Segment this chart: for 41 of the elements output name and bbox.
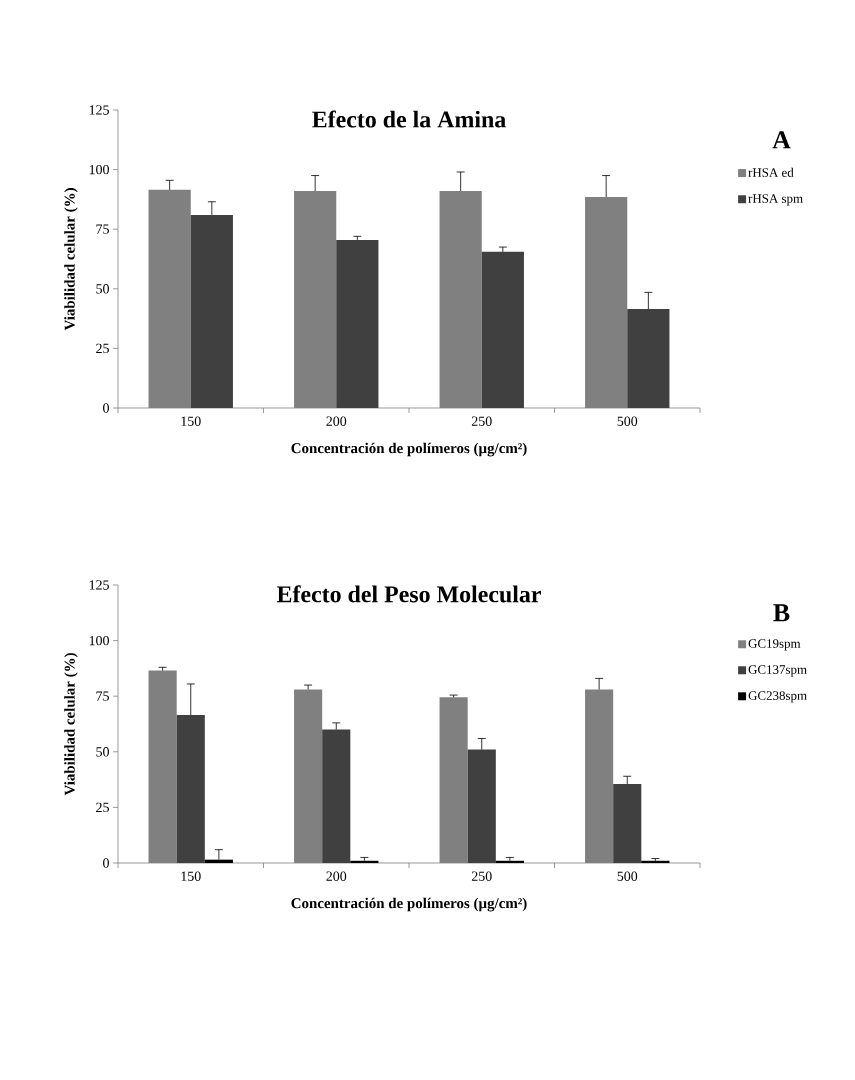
y-tick-label: 25 bbox=[96, 802, 109, 813]
y-tick-label: 125 bbox=[89, 580, 109, 590]
y-tick-label: 100 bbox=[89, 635, 109, 646]
x-axis-title: Concentración de polímeros (µg/cm²) bbox=[291, 442, 527, 457]
x-tick-label: 200 bbox=[326, 871, 347, 881]
y-tick-label: 50 bbox=[96, 284, 109, 294]
legend-label: GC19spm bbox=[748, 639, 801, 651]
x-tick-label: 250 bbox=[471, 416, 492, 426]
y-tick-label: 100 bbox=[89, 164, 109, 175]
text: A bbox=[772, 131, 791, 149]
legend-label: rHSA spm bbox=[748, 194, 803, 206]
legend-label: GC238spm bbox=[748, 691, 807, 703]
text: B bbox=[773, 604, 790, 622]
bar bbox=[627, 309, 670, 408]
x-tick-label: 500 bbox=[617, 871, 638, 881]
y-tick-label: 75 bbox=[96, 691, 109, 701]
x-tick-label: 150 bbox=[181, 416, 201, 426]
chart-title: Efecto de la Amina bbox=[312, 110, 506, 128]
legend-label: rHSA ed bbox=[748, 167, 794, 177]
bar bbox=[481, 251, 524, 408]
y-tick-label: 0 bbox=[103, 403, 109, 413]
y-tick-label: 75 bbox=[96, 224, 109, 234]
chart-title: Efecto del Peso Molecular bbox=[276, 585, 541, 603]
x-tick-label: 250 bbox=[471, 871, 492, 881]
y-tick-label: 50 bbox=[96, 747, 109, 757]
y-tick-label: 0 bbox=[103, 858, 109, 868]
x-tick-label: 150 bbox=[181, 871, 201, 881]
legend-label: GC137spm bbox=[748, 665, 807, 677]
y-tick-label: 125 bbox=[89, 105, 109, 115]
x-axis-title: Concentración de polímeros (µg/cm²) bbox=[291, 897, 527, 912]
y-axis-title: Viabilidad celular (%) bbox=[64, 653, 78, 796]
x-tick-label: 200 bbox=[326, 416, 347, 426]
y-tick-label: 25 bbox=[96, 343, 109, 354]
bar bbox=[336, 239, 379, 408]
y-axis-title: Viabilidad celular (%) bbox=[64, 188, 78, 331]
bar bbox=[190, 214, 233, 408]
bar bbox=[322, 729, 351, 863]
x-tick-label: 500 bbox=[617, 416, 638, 426]
bar bbox=[176, 715, 205, 863]
bar bbox=[613, 784, 642, 863]
bar bbox=[467, 749, 496, 863]
